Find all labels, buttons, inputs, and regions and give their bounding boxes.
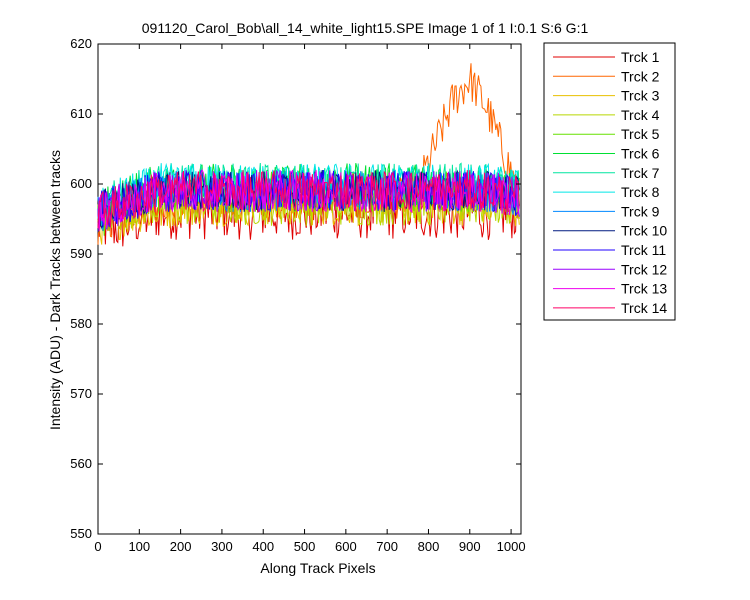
chart-title: 091120_Carol_Bob\all_14_white_light15.SP… bbox=[142, 20, 589, 36]
x-axis-label: Along Track Pixels bbox=[260, 560, 375, 576]
x-tick-label: 0 bbox=[94, 539, 101, 554]
y-tick-label: 600 bbox=[70, 176, 92, 191]
x-tick-label: 100 bbox=[128, 539, 150, 554]
series-line bbox=[97, 170, 520, 227]
y-tick-label: 570 bbox=[70, 386, 92, 401]
legend-label: Trck 6 bbox=[621, 146, 660, 162]
y-tick-label: 610 bbox=[70, 106, 92, 121]
y-tick-label: 580 bbox=[70, 316, 92, 331]
y-tick-label: 620 bbox=[70, 36, 92, 51]
x-tick-label: 200 bbox=[170, 539, 192, 554]
series-line bbox=[97, 170, 520, 229]
legend-label: Trck 7 bbox=[621, 165, 660, 181]
x-tick-label: 700 bbox=[376, 539, 398, 554]
series-line bbox=[97, 168, 520, 232]
x-tick-label: 600 bbox=[335, 539, 357, 554]
legend-label: Trck 9 bbox=[621, 203, 660, 219]
legend: Trck 1 Trck 2 Trck 3 Trck 4 Trck 5 Trck 6 Trck… bbox=[543, 42, 676, 321]
series-lines bbox=[97, 63, 520, 247]
legend-label: Trck 2 bbox=[621, 68, 660, 84]
legend-label: Trck 10 bbox=[621, 223, 667, 239]
x-tick-label: 500 bbox=[294, 539, 316, 554]
legend-label: Trck 11 bbox=[621, 242, 666, 258]
legend-label: Trck 14 bbox=[621, 300, 667, 316]
y-tick-label: 590 bbox=[70, 246, 92, 261]
x-tick-label: 1000 bbox=[497, 539, 526, 554]
x-tick-label: 900 bbox=[459, 539, 481, 554]
x-axis-ticks: 0 100 200 300 400 500 600 700 800 900 1000 bbox=[94, 44, 526, 554]
y-axis-label: Intensity (ADU) - Dark Tracks between tr… bbox=[47, 150, 63, 430]
legend-label: Trck 1 bbox=[621, 49, 660, 65]
legend-label: Trck 4 bbox=[621, 107, 660, 123]
plot-area bbox=[97, 43, 522, 535]
legend-label: Trck 12 bbox=[621, 261, 667, 277]
x-tick-label: 300 bbox=[211, 539, 233, 554]
y-tick-label: 550 bbox=[70, 526, 92, 541]
y-tick-label: 560 bbox=[70, 456, 92, 471]
x-tick-label: 800 bbox=[418, 539, 440, 554]
legend-label: Trck 3 bbox=[621, 88, 660, 104]
legend-label: Trck 8 bbox=[621, 184, 660, 200]
legend-box bbox=[543, 42, 676, 321]
y-axis-ticks: 550 560 570 580 590 600 610 620 bbox=[70, 36, 521, 541]
legend-label: Trck 5 bbox=[621, 126, 660, 142]
x-tick-label: 400 bbox=[252, 539, 274, 554]
legend-label: Trck 13 bbox=[621, 281, 667, 297]
